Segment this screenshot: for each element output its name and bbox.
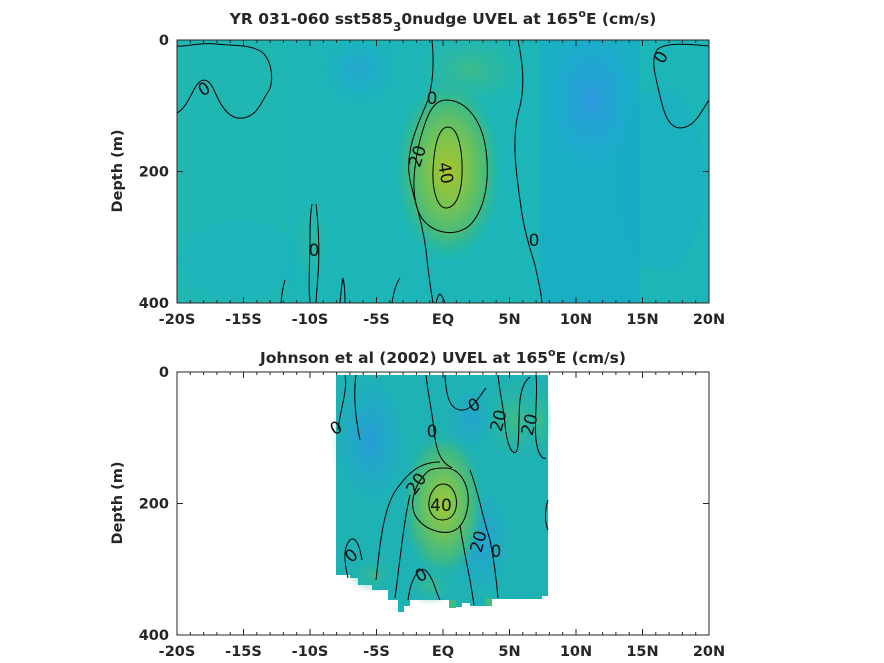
contour-20-obs-core (412, 467, 469, 533)
chart-title-observations: Johnson et al (2002) UVEL at 165oE (cm/s… (259, 346, 626, 367)
x-tick-label: -15S (225, 312, 262, 328)
contour-0-obs-east (544, 499, 549, 531)
x-tick-label: -10S (292, 312, 329, 328)
contour-label: 0 (491, 542, 502, 562)
contour-label: 40 (433, 161, 456, 186)
y-tick-labels-observations: 0 200 400 (139, 365, 169, 644)
contour-40-model (432, 126, 463, 209)
contour-0-model-deep2 (391, 277, 446, 303)
y-tick-label: 0 (159, 33, 169, 49)
x-tick-label: -15S (225, 644, 262, 660)
x-tick-label: -5S (363, 644, 390, 660)
contour-0-obs-deep (459, 469, 499, 606)
y-tick-label: 200 (139, 497, 169, 513)
heatmap-field-model (177, 40, 709, 303)
contour-0-obs-central (425, 374, 487, 469)
y-tick-label: 0 (159, 365, 169, 381)
chart-title-model: YR 031-060 sst58530nudge UVEL at 165oE (… (229, 7, 657, 34)
contour-0-model-west-strand (308, 203, 320, 303)
contour-20-obs-north (497, 374, 531, 454)
contour-lines-model (177, 40, 709, 303)
contour-0-model-east (653, 43, 709, 129)
contour-lines-observations (337, 374, 549, 606)
axes-box-model (176, 39, 710, 304)
contour-label: 0 (529, 231, 540, 251)
y-axis-label-model: Depth (m) (110, 130, 126, 213)
contour-labels-observations: 0 0 0 20 20 20 40 20 0 0 0 (327, 394, 543, 587)
x-tick-label: 10N (560, 312, 592, 328)
contour-0-model-southwest (177, 43, 273, 119)
contour-0-obs-bottom (394, 494, 441, 601)
x-tick-label: -5S (363, 312, 390, 328)
x-tick-labels-model: -20S -15S -10S -5S EQ 5N 10N 15N 20N (159, 312, 725, 328)
x-tick-label: 5N (498, 644, 520, 660)
y-tick-label: 400 (139, 296, 169, 312)
panel-model: 0 0 20 40 0 0 0 -20S -15S -10S -5S EQ 5N 10N 15… (110, 7, 725, 328)
contour-20-obs-northeast (534, 374, 547, 459)
x-tick-labels-observations: -20S -15S -10S -5S EQ 5N 10N 15N 20N (159, 644, 725, 660)
contour-label: 0 (309, 241, 320, 261)
heatmap-field-observations (330, 372, 552, 612)
contour-0-obs-west (337, 374, 361, 441)
x-tick-label: -20S (159, 644, 196, 660)
contour-label: 40 (430, 496, 452, 516)
x-tick-label: EQ (432, 644, 454, 660)
y-tick-label: 400 (139, 628, 169, 644)
contour-20-model (413, 99, 488, 233)
x-tick-label: 10N (560, 644, 592, 660)
x-tick-label: 20N (693, 312, 725, 328)
y-axis-label-observations: Depth (m) (110, 462, 126, 545)
x-tick-label: 15N (626, 312, 658, 328)
contour-0-obs-south (344, 461, 441, 581)
contour-0-model-east-branch (514, 40, 543, 303)
contour-label: 0 (427, 422, 438, 442)
x-tick-label: EQ (432, 312, 454, 328)
contour-0-model-central (408, 40, 434, 303)
panel-observations: 0 0 0 20 20 20 40 20 0 0 0 -20S -15S -10S -… (110, 346, 725, 660)
contour-label: 0 (427, 89, 438, 109)
x-tick-label: 20N (693, 644, 725, 660)
contour-40-obs (428, 483, 457, 521)
axes-box-observations (176, 371, 710, 636)
x-tick-label: -20S (159, 312, 196, 328)
x-tick-label: 5N (498, 312, 520, 328)
y-tick-label: 200 (139, 165, 169, 181)
y-tick-labels-model: 0 200 400 (139, 33, 169, 312)
contour-0-model-deep (280, 277, 346, 303)
x-tick-label: 15N (626, 644, 658, 660)
x-tick-label: -10S (292, 644, 329, 660)
